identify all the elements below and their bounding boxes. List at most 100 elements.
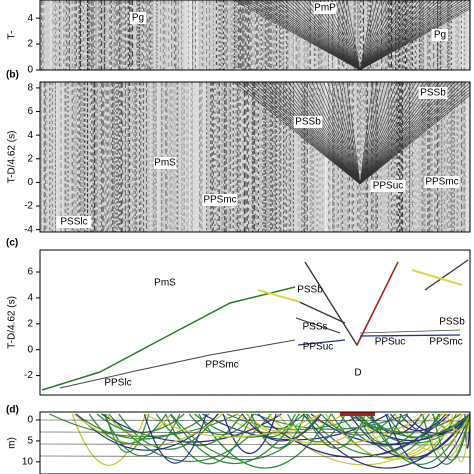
moveout: [359, 0, 413, 70]
seismic-section: [40, 0, 470, 70]
moveout: [359, 0, 424, 70]
phase-label: PSSlc: [60, 217, 87, 228]
moveout: [359, 82, 405, 185]
moveout: [359, 91, 470, 185]
phase-label: PPSmc: [205, 360, 238, 371]
y-tick-label: -4: [24, 224, 33, 235]
y-tick-label: 4: [27, 13, 33, 24]
moveout: [257, 0, 361, 70]
pick-curve: [297, 339, 346, 346]
phase-label: PSSs: [302, 322, 327, 333]
moveout: [359, 0, 452, 70]
ray: [385, 413, 470, 470]
seismic-section: [40, 82, 470, 232]
moveout: [276, 0, 361, 70]
ray: [144, 413, 321, 438]
moveout: [359, 82, 393, 185]
ray: [267, 413, 460, 466]
moveout: [359, 0, 436, 70]
phase-box: [202, 194, 238, 206]
moveout: [253, 82, 361, 185]
travel-time-picks: [41, 259, 469, 391]
phase-label: Pg: [434, 30, 446, 41]
moveout: [359, 0, 409, 70]
moveout: [335, 82, 361, 185]
phase-label: PPSuc: [375, 337, 406, 348]
ray: [250, 413, 306, 449]
ray: [445, 413, 470, 431]
moveout: [359, 0, 393, 70]
moveout: [342, 82, 361, 185]
y-tick-label: 0: [27, 65, 33, 76]
pick-curve: [356, 261, 399, 346]
moveout: [299, 0, 361, 70]
phase-label: PPSmc: [425, 177, 458, 188]
moveout: [296, 82, 361, 185]
panel-label: (b): [6, 70, 19, 81]
y-tick-label: 2: [27, 39, 33, 50]
moveout: [359, 2, 470, 70]
y-tick-label: 0: [27, 177, 33, 188]
moveout: [359, 8, 470, 70]
y-tick-label: 0: [27, 344, 33, 355]
moveout: [237, 82, 361, 185]
moveout: [303, 0, 361, 70]
moveout: [280, 82, 361, 185]
moveout: [272, 0, 361, 70]
y-axis-label: T-: [7, 31, 18, 40]
y-tick-label: -2: [24, 201, 33, 212]
moveout: [338, 0, 361, 70]
ray: [241, 413, 322, 442]
moveout: [359, 0, 456, 70]
phase-label: Pg: [132, 13, 144, 24]
moveout: [268, 82, 361, 185]
moveout: [284, 82, 361, 185]
moveout: [359, 0, 397, 70]
source-layer: [340, 412, 375, 416]
ray: [421, 413, 470, 465]
moveout: [292, 82, 361, 185]
ray: [364, 413, 470, 438]
y-tick-label: 6: [27, 106, 33, 117]
moveout: [359, 82, 378, 185]
ray: [325, 413, 464, 460]
moveout: [359, 6, 470, 70]
ray: [287, 413, 346, 443]
moveout: [284, 0, 361, 70]
moveout: [359, 0, 378, 70]
y-axis-label: m): [7, 437, 18, 449]
panel-label: (d): [6, 405, 19, 416]
y-tick-label: 4: [27, 293, 33, 304]
pick-curve: [59, 339, 296, 389]
moveout: [359, 0, 417, 70]
ray: [310, 413, 470, 445]
moveout: [359, 82, 374, 185]
ray: [118, 413, 218, 450]
ray: [302, 413, 470, 469]
ray: [386, 413, 440, 439]
panel-label: (c): [6, 238, 18, 249]
ray: [106, 413, 172, 437]
moveout: [359, 0, 421, 70]
phase-label: PPSuc: [303, 342, 334, 353]
moveout: [359, 94, 470, 185]
y-tick-label: 6: [27, 267, 33, 278]
pick-curve: [359, 334, 461, 337]
layer-line: [40, 455, 470, 458]
moveout: [241, 82, 361, 185]
moveout: [249, 0, 361, 70]
moveout: [359, 0, 374, 70]
moveout: [359, 82, 417, 185]
moveout: [342, 0, 361, 70]
moveout: [359, 82, 424, 185]
phase-label: PmP: [314, 3, 336, 14]
ray: [88, 413, 167, 444]
panel-frame: [39, 249, 471, 396]
ray: [451, 413, 470, 463]
ray: [370, 413, 469, 465]
moveout: [311, 82, 361, 185]
moveout: [237, 0, 361, 70]
moveout: [319, 82, 361, 185]
moveout: [331, 82, 361, 185]
